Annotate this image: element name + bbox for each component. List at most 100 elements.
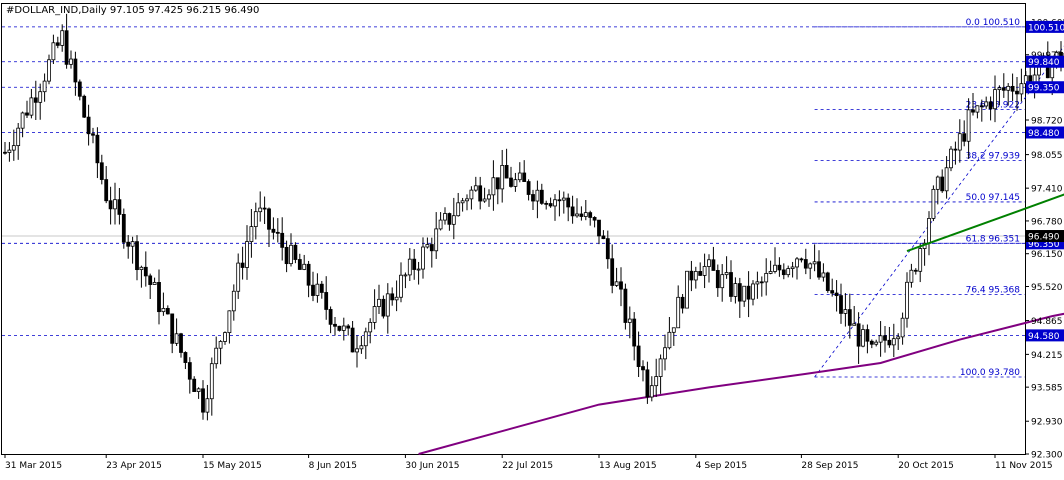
candle-body [540,190,543,203]
candle-body [822,273,825,277]
fib-level-label: 76.4 95.368 [966,285,1021,295]
price-tag-label: 100.510 [1028,23,1064,33]
candle-body [426,245,429,247]
candle-body [558,200,561,201]
candle-body [879,336,882,342]
candle-body [171,314,174,343]
candle-body [136,242,139,270]
candle-body [606,239,609,259]
candle-body [620,282,623,289]
candle-body [967,110,970,141]
fib-level-label: 50.0 97.145 [966,193,1020,203]
candle-body [598,220,601,236]
candle-body [8,150,11,152]
x-tick-label: 20 Oct 2015 [898,461,954,471]
candle-body [197,389,200,392]
candle-body [360,346,363,349]
candle-body [241,263,244,267]
candle-body [716,270,719,287]
candle-body [386,294,389,316]
current-price-label: 96.490 [1028,233,1060,243]
candle-body [466,199,469,201]
candle-body [100,163,103,180]
candle-body [246,242,249,268]
candle-body [985,102,988,106]
candle-body [536,190,539,201]
candle-body [395,297,398,300]
candle-body [738,284,741,302]
candle-body [831,291,834,293]
x-tick-label: 11 Nov 2015 [995,461,1053,471]
y-tick-label: 96.780 [1031,217,1063,227]
candle-body [567,198,570,207]
candle-body [153,282,156,284]
candle-body [958,134,961,150]
y-tick-label: 95.520 [1031,283,1063,293]
candle-body [281,233,284,247]
candle-body [474,186,477,190]
candle-body [699,271,702,275]
candle-body [206,399,209,412]
candle-body [778,265,781,270]
y-tick-label: 92.300 [1031,451,1063,461]
candle-body [945,168,948,191]
x-tick-label: 8 Jun 2015 [309,461,357,471]
candle-body [74,59,77,82]
candle-body [417,269,420,270]
candle-body [998,88,1001,90]
candle-body [576,214,579,216]
candle-body [633,319,636,346]
candle-body [976,106,979,112]
candle-body [162,308,165,311]
plot-border [2,4,1026,455]
candle-body [303,264,306,269]
candle-body [813,262,816,264]
candle-body [184,352,187,362]
candle-body [364,332,367,346]
candle-body [668,332,671,347]
y-tick-label: 94.865 [1031,317,1063,327]
candle-body [496,178,499,189]
candle-body [769,271,772,273]
candle-body [1007,86,1010,90]
candle-body [782,270,785,275]
candle-body [505,165,508,178]
candle-body [549,204,552,206]
x-tick-label: 31 Mar 2015 [5,461,62,471]
candle-body [906,282,909,318]
candle-body [624,289,627,322]
candle-body [378,299,381,306]
candle-body [910,270,913,282]
candle-body [501,165,504,188]
candle-body [457,203,460,216]
candle-body [430,245,433,251]
candle-body [532,195,535,202]
y-tick-label: 98.055 [1031,151,1063,161]
candle-body [228,311,231,333]
candle-body [875,342,878,344]
candle-body [523,173,526,182]
candle-body [708,260,711,267]
candle-body [796,259,799,267]
x-tick-label: 4 Sep 2015 [696,461,747,471]
candle-body [752,284,755,299]
candle-body [571,207,574,216]
candle-body [545,203,548,204]
candle-body [914,270,917,271]
y-tick-label: 98.720 [1031,117,1063,127]
candle-body [936,177,939,189]
candle-body [994,90,997,109]
candle-body [404,275,407,276]
candle-body [659,359,662,377]
candle-body [941,177,944,191]
candle-body [848,310,851,326]
candle-body [131,242,134,247]
candle-body [703,266,706,275]
candle-body [215,348,218,363]
candle-body [593,217,596,220]
candle-body [646,370,649,397]
candle-body [857,324,860,346]
candle-body [901,318,904,337]
